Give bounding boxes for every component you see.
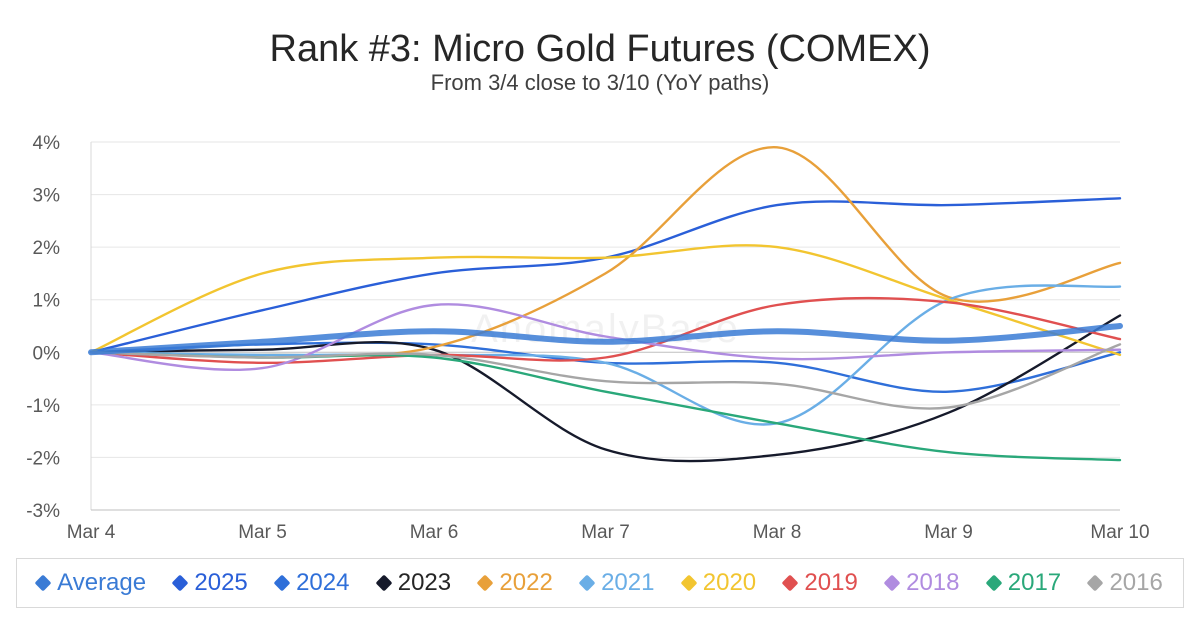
y-tick-label: -3% <box>26 501 60 522</box>
legend-item-2025: 2025 <box>171 569 248 597</box>
chart-title: Rank #3: Micro Gold Futures (COMEX) <box>269 28 931 70</box>
chart-subtitle: From 3/4 close to 3/10 (YoY paths) <box>430 70 770 95</box>
legend-item-average: Average <box>34 569 147 597</box>
series-line-2018 <box>89 303 1122 372</box>
series-line-2023 <box>89 314 1122 463</box>
legend-item-2020: 2020 <box>680 569 757 597</box>
legend-item-2017: 2017 <box>985 569 1062 597</box>
y-tick-label: 3% <box>33 186 61 207</box>
legend-marker-icon <box>34 574 52 592</box>
legend-label: 2018 <box>906 569 960 596</box>
legend-marker-icon <box>273 574 291 592</box>
y-axis-tick-labels: 4% 3% 2% 1% 0% -1% -2% -3% <box>26 133 60 522</box>
x-tick-label: Mar 5 <box>238 522 287 543</box>
y-tick-label: -2% <box>26 448 60 469</box>
legend-label: Average <box>57 569 147 596</box>
legend-item-2022: 2022 <box>476 569 553 597</box>
y-tick-label: 2% <box>33 238 61 259</box>
legend: Average 2025 2024 2023 2022 2021 2020 2019 2018 2… <box>16 558 1184 608</box>
y-tick-label: 4% <box>33 133 61 154</box>
legend-label: 2024 <box>296 569 350 596</box>
legend-label: 2016 <box>1109 569 1163 596</box>
legend-marker-icon <box>883 574 901 592</box>
legend-marker-icon <box>171 574 189 592</box>
series-line-2016 <box>89 343 1122 410</box>
legend-item-2016: 2016 <box>1086 569 1163 597</box>
series-line-average <box>88 323 1123 356</box>
x-tick-label: Mar 7 <box>581 522 630 543</box>
x-axis-tick-labels: Mar 4 Mar 5 Mar 6 Mar 7 Mar 8 Mar 9 Mar 10 <box>67 522 1150 543</box>
legend-item-2021: 2021 <box>578 569 655 597</box>
series-line-2020 <box>89 244 1122 357</box>
y-tick-label: 0% <box>33 343 61 364</box>
legend-label: 2020 <box>702 569 757 596</box>
series-lines <box>88 146 1123 463</box>
line-chart: AnomalyBase 4%3%2%1%0%-1%-2%-3% Mar 4 Mar… <box>26 133 1150 543</box>
legend-item-2019: 2019 <box>781 569 858 597</box>
legend-item-2024: 2024 <box>273 569 350 597</box>
legend-marker-icon <box>1086 574 1104 592</box>
legend-label: 2019 <box>804 569 858 596</box>
y-tick-label: 1% <box>33 291 61 312</box>
series-line-2019 <box>89 296 1122 365</box>
legend-label: 2025 <box>194 569 248 596</box>
legend-item-2018: 2018 <box>883 569 960 597</box>
y-tick-label: -1% <box>26 396 60 417</box>
x-tick-label: Mar 9 <box>924 522 973 543</box>
x-tick-label: Mar 6 <box>410 522 459 543</box>
legend-item-2023: 2023 <box>375 569 452 597</box>
legend-marker-icon <box>680 574 698 592</box>
legend-label: 2023 <box>397 569 452 596</box>
x-tick-label: Mar 8 <box>753 522 802 543</box>
legend-label: 2017 <box>1007 569 1062 596</box>
legend-marker-icon <box>375 574 393 592</box>
legend-marker-icon <box>476 574 494 592</box>
x-tick-label: Mar 4 <box>67 522 116 543</box>
legend-marker-icon <box>781 574 799 592</box>
legend-label: 2022 <box>499 569 553 596</box>
legend-marker-icon <box>578 574 596 592</box>
legend-label: 2021 <box>601 569 655 596</box>
legend-marker-icon <box>985 574 1003 592</box>
x-tick-label: Mar 10 <box>1090 522 1149 543</box>
